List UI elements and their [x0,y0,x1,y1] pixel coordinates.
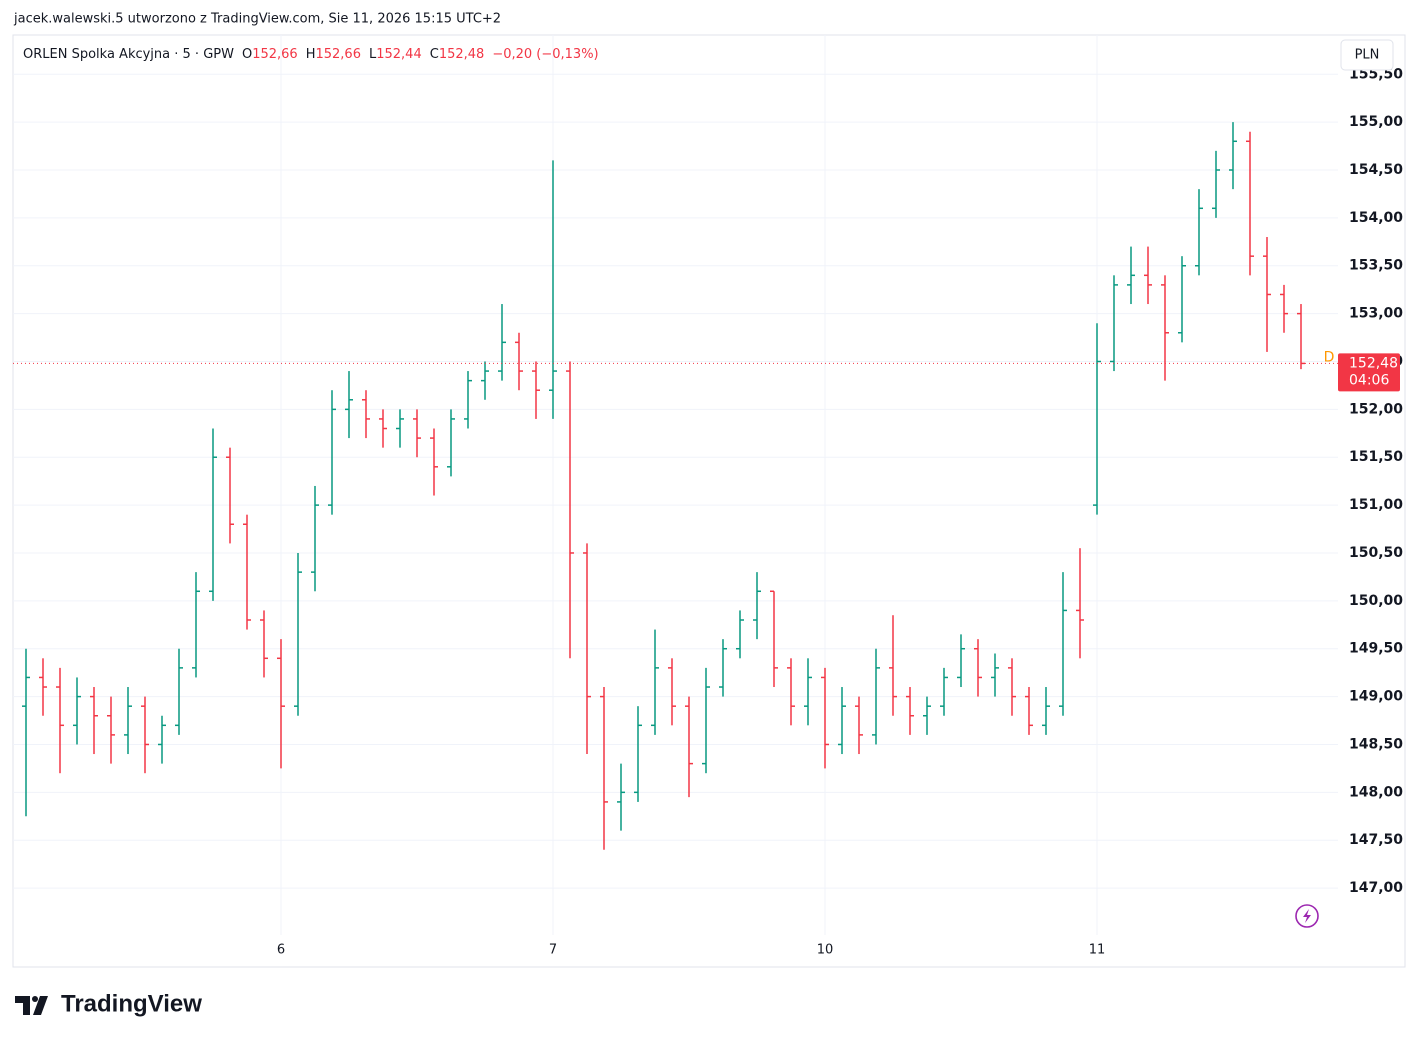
y-tick-label: 153,50 [1349,258,1403,274]
legend-label: L [369,47,377,62]
y-tick-label: 154,00 [1349,210,1403,226]
y-tick-label: 147,50 [1349,832,1403,848]
y-tick-label: 155,00 [1349,114,1403,130]
x-tick-label: 11 [1089,943,1106,958]
brand: TradingView [61,990,202,1017]
last-price-box [1338,353,1400,392]
legend-value: 152,66 [315,47,361,62]
logo-mark [15,996,48,1015]
grid [13,35,1338,935]
legend-label: C [430,47,439,62]
y-tick-label: 150,50 [1349,545,1403,561]
logo-dot [32,996,38,1002]
x-tick-label: 10 [817,943,834,958]
y-tick-label: 148,00 [1349,784,1403,800]
legend-value: 152,48 [439,47,485,62]
currency-box[interactable] [1340,39,1394,71]
alert-icon[interactable] [1295,904,1319,928]
attribution: jacek.walewski.5 utworzono z TradingView… [13,12,501,27]
legend: ORLEN Spolka Akcyjna · 5 · GPW O152,66 H15… [23,47,599,62]
legend-change: −0,20 (−0,13%) [492,47,598,62]
axis: 147,00 147,50 148,00 148,50 149,00 149,50 150,… [277,66,1403,957]
y-tick-label: 151,00 [1349,497,1403,513]
y-tick-label: 153,00 [1349,306,1403,322]
y-tick-label: 151,50 [1349,449,1403,465]
y-tick-label: 154,50 [1349,162,1403,178]
bars [13,122,1338,850]
legend-label: H [306,47,316,62]
legend-value: 152,44 [376,47,422,62]
last-price-label: 152,48 [1349,355,1398,371]
y-tick-label: 150,00 [1349,593,1403,609]
y-tick-label: 148,50 [1349,736,1403,752]
y-tick-label: 152,00 [1349,401,1403,417]
legend-value: 152,66 [252,47,298,62]
logo: TradingView [15,990,202,1017]
chart-frame [12,34,1406,968]
alert-bolt [1303,909,1311,923]
x-tick-label: 6 [277,943,285,958]
x-tick-label: 7 [549,943,557,958]
legend-text: ORLEN Spolka Akcyjna · 5 · GPW O152,66 H15… [23,47,599,62]
symbol: ORLEN Spolka Akcyjna · 5 · GPW [23,47,234,62]
currency[interactable]: PLN [1355,48,1380,63]
y-tick-label: 149,50 [1349,641,1403,657]
legend-label: O [242,47,252,62]
session-marker: D [1324,349,1335,365]
countdown: 04:06 [1349,372,1389,388]
y-tick-label: 147,00 [1349,880,1403,896]
y-tick-label: 149,00 [1349,689,1403,705]
